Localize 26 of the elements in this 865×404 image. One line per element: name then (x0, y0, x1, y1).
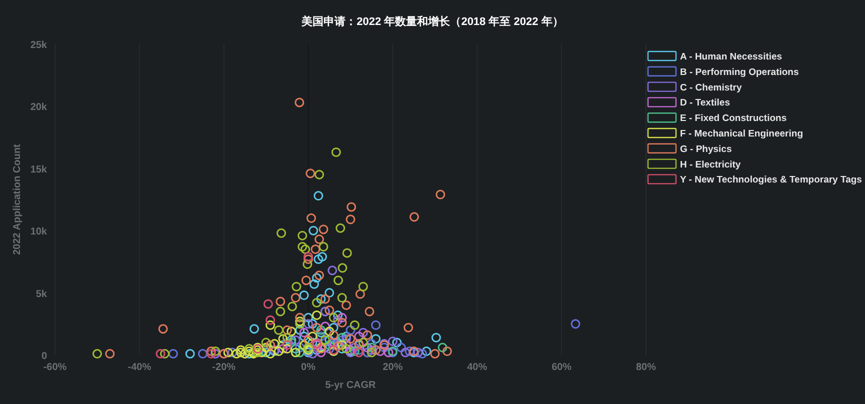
legend-label: A - Human Necessities (680, 52, 782, 62)
y-axis-title: 2022 Application Count (12, 143, 23, 255)
y-tick-label: 20k (30, 102, 48, 114)
x-tick-label: 0% (301, 362, 316, 373)
x-axis-title: 5-yr CAGR (325, 380, 377, 391)
legend-label: G - Physics (680, 144, 732, 155)
chart-title: 美国申请：2022 年数量和增长（2018 年至 2022 年） (300, 15, 564, 28)
legend-label: H - Electricity (680, 159, 742, 170)
legend-label: Y - New Technologies & Temporary Tags (680, 174, 862, 186)
x-tick-label: 60% (552, 362, 572, 373)
x-tick-label: 40% (467, 362, 488, 373)
x-tick-label: -60% (43, 362, 67, 373)
legend-label: F - Mechanical Engineering (680, 128, 804, 140)
legend-label: E - Fixed Constructions (680, 113, 787, 124)
legend-label: C - Chemistry (680, 82, 742, 94)
x-tick-label: -20% (212, 362, 236, 373)
y-tick-label: 5k (36, 288, 48, 300)
y-tick-label: 10k (30, 226, 48, 238)
y-tick-label: 15k (30, 164, 48, 176)
x-tick-label: 20% (382, 362, 403, 373)
legend-label: B - Performing Operations (680, 66, 799, 78)
x-tick-label: -40% (128, 362, 152, 373)
legend-label: D - Textiles (680, 98, 730, 109)
x-tick-label: 80% (636, 362, 656, 373)
y-tick-label: 25k (30, 40, 48, 51)
y-tick-label: 0 (41, 351, 48, 362)
